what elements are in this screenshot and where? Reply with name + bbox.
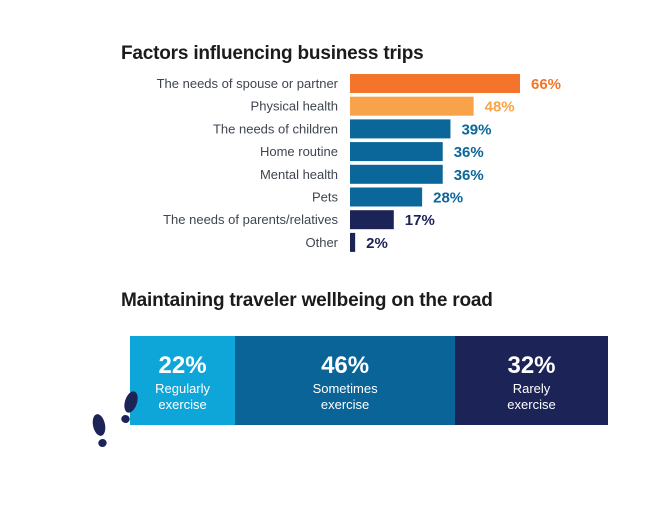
bar	[350, 142, 443, 162]
bar	[350, 232, 356, 252]
category-label: The needs of children	[213, 121, 338, 136]
segment-percent: 32%	[507, 352, 556, 379]
bar	[350, 74, 520, 93]
value-label: 66%	[531, 76, 561, 93]
segment-label: Sometimes	[312, 381, 378, 396]
stack-segment: 22% Regularly exercise	[130, 336, 236, 425]
category-label: Mental health	[260, 167, 338, 182]
segment-label: Regularly	[155, 381, 211, 396]
wellbeing-stacked-bar: 22% Regularly exercise 46% Sometimes exercise…	[130, 336, 608, 425]
factors-bar-chart: The needs of spouse or partner 66% Physica…	[157, 74, 561, 252]
stack-segment: 46% Sometimes exercise	[235, 336, 456, 425]
segment-label: exercise	[507, 397, 556, 412]
value-label: 36%	[454, 144, 484, 161]
value-label: 39%	[461, 121, 491, 138]
category-label: Home routine	[260, 144, 338, 159]
bar	[350, 210, 394, 230]
bar	[350, 96, 474, 116]
category-label: The needs of parents/relatives	[163, 212, 338, 227]
chart-title-factors: Factors influencing business trips	[121, 43, 424, 64]
segment-percent: 46%	[321, 352, 370, 379]
chart-title-wellbeing: Maintaining traveler wellbeing on the ro…	[121, 290, 493, 311]
segment-percent: 22%	[158, 352, 207, 379]
value-label: 28%	[433, 190, 463, 207]
stack-segment: 32% Rarely exercise	[455, 336, 608, 425]
category-label: Pets	[312, 190, 339, 205]
value-label: 48%	[485, 99, 515, 116]
value-label: 36%	[454, 167, 484, 184]
footprints-icon	[92, 391, 138, 448]
bar	[350, 119, 451, 139]
segment-label: exercise	[158, 397, 207, 412]
category-label: Physical health	[251, 99, 338, 114]
bar	[350, 187, 423, 207]
segment-label: exercise	[320, 397, 370, 412]
segment-label: Rarely	[512, 381, 551, 396]
value-label: 2%	[366, 235, 388, 252]
category-label: The needs of spouse or partner	[157, 76, 339, 91]
category-label: Other	[305, 235, 338, 250]
bar	[350, 164, 443, 184]
value-label: 17%	[405, 212, 435, 229]
